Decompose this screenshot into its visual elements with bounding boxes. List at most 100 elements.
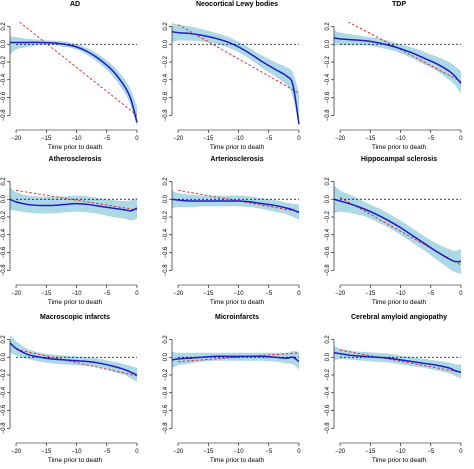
y-tick-label: −0.2 xyxy=(163,368,169,381)
y-tick-label: 0.0 xyxy=(163,352,169,361)
y-tick-label: −0.4 xyxy=(163,73,169,86)
x-axis-label: Time prior to death xyxy=(48,299,103,306)
y-tick-label: 0.0 xyxy=(163,194,169,203)
x-axis-label: Time prior to death xyxy=(210,457,265,464)
y-tick-label: −0.8 xyxy=(325,264,331,277)
y-tick-label: −0.2 xyxy=(325,55,331,68)
x-axis: −20 −15 −10 −5 0 Time prior to death xyxy=(11,129,139,151)
y-axis: 0.2 0.0 −0.2 −0.4 −0.6 −0.8 xyxy=(325,22,335,122)
smooth-fit-line xyxy=(172,355,300,363)
y-tick-label: 0.0 xyxy=(325,39,331,48)
y-tick-label: 0.2 xyxy=(1,177,7,186)
x-tick-label: −20 xyxy=(335,449,346,455)
smooth-fit-line xyxy=(172,198,300,214)
y-axis: 0.2 0.0 −0.2 −0.4 −0.6 −0.8 xyxy=(163,22,173,122)
x-tick-label: −10 xyxy=(233,449,244,455)
panel-title: AD xyxy=(70,1,80,8)
x-tick-label: −5 xyxy=(265,449,273,455)
x-tick-label: −5 xyxy=(265,291,273,297)
plot-area xyxy=(10,335,138,383)
x-axis-label: Time prior to death xyxy=(48,457,103,464)
x-tick-label: 0 xyxy=(135,136,139,142)
y-tick-label: −0.2 xyxy=(1,210,7,223)
y-axis: 0.2 0.0 −0.2 −0.4 −0.6 −0.8 xyxy=(1,335,11,435)
x-tick-label: 0 xyxy=(297,136,301,142)
x-axis: −20 −15 −10 −5 0 Time prior to death xyxy=(173,442,301,464)
y-tick-label: −0.4 xyxy=(325,386,331,399)
plot-area xyxy=(10,186,138,221)
linear-fit-line xyxy=(339,197,462,266)
y-tick-label: −0.6 xyxy=(325,404,331,417)
plot-area xyxy=(172,22,300,126)
y-tick-label: −0.6 xyxy=(1,246,7,259)
x-tick-label: −5 xyxy=(427,291,435,297)
x-axis: −20 −15 −10 −5 0 Time prior to death xyxy=(335,442,463,464)
y-tick-label: −0.8 xyxy=(163,422,169,435)
x-tick-label: −20 xyxy=(173,449,184,455)
y-tick-label: −0.2 xyxy=(1,55,7,68)
panel-title: Macroscopic infarcts xyxy=(40,314,110,321)
x-tick-label: −20 xyxy=(173,291,184,297)
x-tick-label: −5 xyxy=(265,136,273,142)
y-tick-label: −0.8 xyxy=(325,109,331,122)
y-tick-label: 0.0 xyxy=(163,39,169,48)
panel-6: Macroscopic infarcts 0.2 0.0 −0.2 −0.4 −0.6 −0… xyxy=(1,314,139,464)
x-tick-label: 0 xyxy=(297,449,301,455)
x-axis-label: Time prior to death xyxy=(48,144,103,151)
panel-2: TDP 0.2 0.0 −0.2 −0.4 −0.6 −0.8 −20 −15 −10 −5 0 Tim… xyxy=(325,1,463,151)
y-tick-label: −0.8 xyxy=(163,109,169,122)
x-tick-label: −5 xyxy=(427,449,435,455)
panel-0: AD 0.2 0.0 −0.2 −0.4 −0.6 −0.8 −20 −15 −10 −5 0 Time… xyxy=(1,1,139,151)
x-axis-label: Time prior to death xyxy=(372,299,427,306)
smooth-fit-line xyxy=(334,198,462,263)
y-tick-label: −0.2 xyxy=(163,210,169,223)
y-tick-label: −0.4 xyxy=(163,386,169,399)
x-tick-label: −20 xyxy=(335,291,346,297)
x-tick-label: −5 xyxy=(103,449,111,455)
y-tick-label: −0.4 xyxy=(1,73,7,86)
y-tick-label: −0.8 xyxy=(1,422,7,435)
y-tick-label: −0.6 xyxy=(163,91,169,104)
x-tick-label: 0 xyxy=(135,291,139,297)
x-tick-label: −15 xyxy=(365,136,376,142)
smooth-fit-line xyxy=(10,198,138,212)
x-tick-label: 0 xyxy=(135,449,139,455)
x-tick-label: −20 xyxy=(11,449,22,455)
y-tick-label: −0.6 xyxy=(325,91,331,104)
plot-area xyxy=(334,22,462,94)
y-tick-label: −0.8 xyxy=(1,109,7,122)
y-tick-label: 0.2 xyxy=(325,22,331,31)
linear-fit-line xyxy=(177,189,300,213)
linear-fit-line xyxy=(15,189,138,211)
confidence-band xyxy=(10,36,137,126)
x-axis: −20 −15 −10 −5 0 Time prior to death xyxy=(173,129,301,151)
confidence-band xyxy=(172,22,299,126)
y-tick-label: −0.8 xyxy=(325,422,331,435)
panel-title: Arteriosclerosis xyxy=(210,156,263,163)
y-tick-label: −0.4 xyxy=(1,228,7,241)
plot-area xyxy=(334,185,462,274)
y-tick-label: −0.2 xyxy=(1,368,7,381)
panel-1: Neocortical Lewy bodies 0.2 0.0 −0.2 −0.4 −0.… xyxy=(163,1,301,151)
smooth-fit-line xyxy=(172,31,300,125)
y-tick-label: 0.2 xyxy=(163,177,169,186)
y-tick-label: 0.2 xyxy=(1,22,7,31)
x-axis-label: Time prior to death xyxy=(372,144,427,151)
plot-area xyxy=(10,22,138,126)
panel-5: Hippocampal sclerosis 0.2 0.0 −0.2 −0.4 −0.6 −… xyxy=(325,156,463,306)
x-tick-label: −15 xyxy=(41,136,52,142)
x-axis-label: Time prior to death xyxy=(372,457,427,464)
smooth-fit-line xyxy=(334,352,462,374)
panel-title: Neocortical Lewy bodies xyxy=(196,1,278,8)
x-tick-label: −15 xyxy=(41,291,52,297)
smooth-fit-line xyxy=(334,37,462,84)
y-tick-label: 0.2 xyxy=(325,335,331,344)
x-tick-label: −20 xyxy=(335,136,346,142)
x-tick-label: −10 xyxy=(71,136,82,142)
panel-title: TDP xyxy=(392,1,406,8)
y-tick-label: −0.6 xyxy=(1,404,7,417)
y-tick-label: 0.0 xyxy=(1,194,7,203)
y-axis: 0.2 0.0 −0.2 −0.4 −0.6 −0.8 xyxy=(163,335,173,435)
smooth-fit-line xyxy=(10,41,138,123)
